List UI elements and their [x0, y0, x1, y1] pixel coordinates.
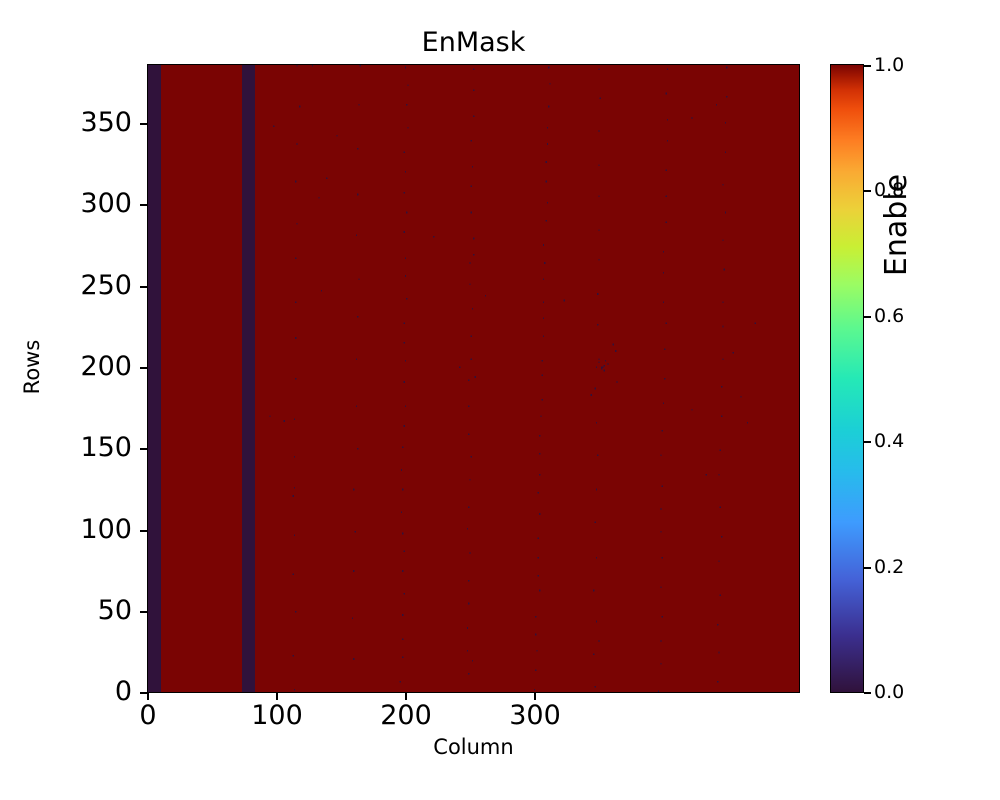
y-axis-label: Rows [20, 339, 44, 395]
colorbar-tick-label-2: 0.4 [874, 430, 905, 452]
ytick-label-6: 300 [80, 188, 132, 219]
xtick-label-0: 0 [139, 700, 157, 731]
x-axis-label: Column [433, 735, 514, 759]
colorbar-tick-label-1: 0.2 [874, 556, 905, 578]
colorbar[interactable] [830, 64, 864, 693]
xtick-label-2: 200 [380, 700, 432, 731]
ytick-mark-3 [140, 448, 147, 450]
xtick-mark-3 [534, 693, 536, 700]
colorbar-tick-mark-0 [864, 692, 871, 694]
ytick-label-5: 250 [80, 270, 132, 301]
xtick-mark-1 [276, 693, 278, 700]
heatmap-axes[interactable] [147, 64, 800, 693]
ytick-mark-1 [140, 611, 147, 613]
xtick-mark-2 [405, 693, 407, 700]
ytick-mark-4 [140, 367, 147, 369]
colorbar-tick-mark-3 [864, 316, 871, 318]
colorbar-tick-mark-5 [864, 65, 871, 67]
xtick-mark-0 [147, 693, 149, 700]
colorbar-tick-mark-2 [864, 441, 871, 443]
colorbar-tick-label-5: 1.0 [874, 54, 905, 76]
ytick-mark-0 [140, 692, 147, 694]
page-title: EnMask [421, 27, 526, 58]
ytick-mark-5 [140, 286, 147, 288]
heatmap-image [148, 65, 799, 692]
colorbar-label: Enable [879, 173, 914, 277]
colorbar-tick-label-4: 0.8 [874, 179, 905, 201]
ytick-mark-6 [140, 204, 147, 206]
ytick-mark-2 [140, 530, 147, 532]
colorbar-tick-mark-1 [864, 567, 871, 569]
ytick-label-1: 50 [97, 595, 132, 626]
colorbar-tick-label-3: 0.6 [874, 305, 905, 327]
ytick-label-4: 200 [80, 351, 132, 382]
xtick-label-1: 100 [251, 700, 303, 731]
colorbar-tick-label-0: 0.0 [874, 681, 905, 703]
ytick-label-2: 100 [80, 514, 132, 545]
ytick-label-3: 150 [80, 432, 132, 463]
ytick-label-0: 0 [114, 676, 132, 707]
colorbar-tick-mark-4 [864, 190, 871, 192]
xtick-label-3: 300 [509, 700, 561, 731]
ytick-label-7: 350 [80, 107, 132, 138]
ytick-mark-7 [140, 123, 147, 125]
